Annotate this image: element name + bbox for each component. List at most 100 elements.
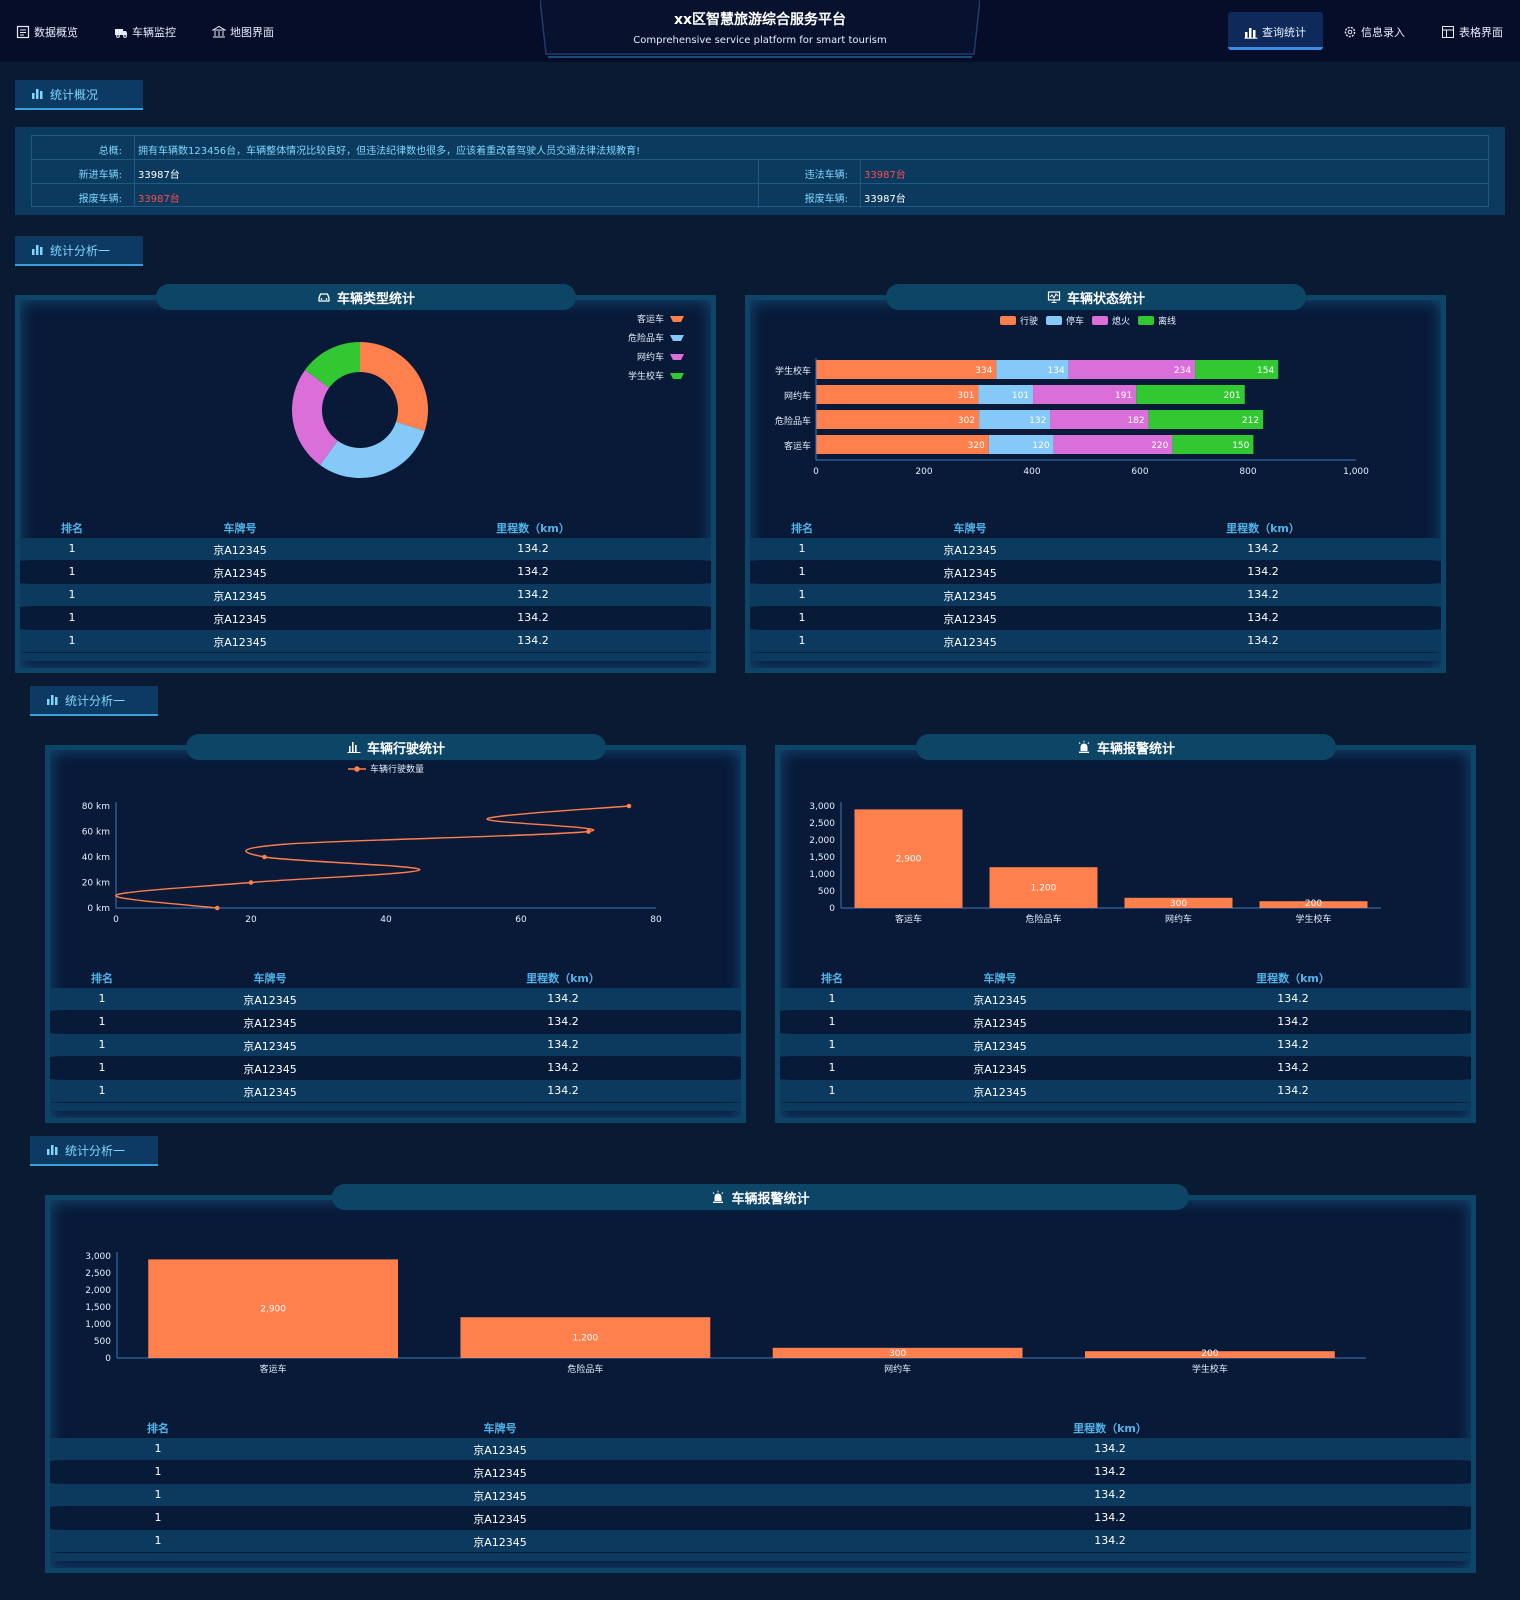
- line-point: [262, 854, 267, 860]
- monitor-icon: [1047, 291, 1061, 303]
- section-label: 统计分析一: [65, 1143, 126, 1158]
- table-cell: 1: [828, 992, 836, 1005]
- table-row[interactable]: 1 京A12345 134.2: [20, 607, 711, 629]
- table-row[interactable]: 1 京A12345 134.2: [750, 538, 1441, 560]
- bar-chart-icon: [32, 89, 43, 99]
- legend-label: 危险品车: [628, 332, 664, 344]
- column-header: 里程数（km）: [1256, 972, 1330, 985]
- table-cell: 1: [798, 588, 806, 601]
- table-row[interactable]: 1 京A12345 134.2: [780, 1011, 1471, 1033]
- legend-label: 网约车: [637, 351, 664, 363]
- y-tick-label: 20 km: [82, 879, 110, 889]
- table-cell: 134.2: [1277, 1084, 1309, 1097]
- y-tick-label: 1,000: [809, 870, 835, 880]
- table-row[interactable]: 1 京A12345 134.2: [780, 1034, 1471, 1056]
- table-cell: 1: [798, 542, 806, 555]
- table-footer-strip: [50, 1103, 741, 1111]
- legend-swatch: [670, 354, 684, 360]
- table-row[interactable]: 1 京A12345 134.2: [50, 1484, 1471, 1506]
- column-header: 里程数（km）: [496, 522, 570, 535]
- table-row[interactable]: 1 京A12345 134.2: [50, 1507, 1471, 1529]
- data-label: 101: [1012, 391, 1029, 401]
- x-tick-label: 危险品车: [567, 1363, 603, 1375]
- table-row[interactable]: 1 京A12345 134.2: [750, 561, 1441, 583]
- bar: [460, 1317, 711, 1358]
- bar: [1124, 897, 1233, 908]
- x-tick-label: 学生校车: [1295, 913, 1331, 925]
- nav-query-stats[interactable]: 查询统计: [1244, 24, 1306, 40]
- table-cell: 1: [828, 1084, 836, 1097]
- section-label: 统计分析一: [50, 243, 111, 258]
- table-row[interactable]: 1 京A12345 134.2: [20, 584, 711, 606]
- table-row[interactable]: 1 京A12345 134.2: [50, 1034, 741, 1056]
- table-row[interactable]: 1 京A12345 134.2: [50, 1461, 1471, 1483]
- overview-panel: 总概: 拥有车辆数123456台，车辆整体情况比较良好，但违法纪律数也很多，应该…: [15, 127, 1505, 215]
- car-icon: [318, 293, 330, 302]
- section-analysis2-tab[interactable]: 统计分析一: [30, 686, 158, 716]
- table-row[interactable]: 1 京A12345 134.2: [20, 538, 711, 560]
- table-cell: 134.2: [1247, 588, 1279, 601]
- y-tick-label: 2,500: [85, 1269, 111, 1279]
- y-tick-label: 2,000: [85, 1286, 111, 1296]
- table-row[interactable]: 1 京A12345 134.2: [780, 988, 1471, 1010]
- table-cell: 134.2: [1247, 634, 1279, 647]
- section-analysis3-tab[interactable]: 统计分析一: [30, 1136, 158, 1166]
- table-row[interactable]: 1 京A12345 134.2: [50, 1011, 741, 1033]
- bar-chart-icon: [32, 245, 43, 255]
- donut-slice: [320, 421, 425, 478]
- table-row[interactable]: 1 京A12345 134.2: [50, 988, 741, 1010]
- panel-title-label: 车辆行驶统计: [366, 741, 445, 757]
- nav-label: 查询统计: [1262, 26, 1306, 39]
- nav-table[interactable]: 表格界面: [1441, 24, 1503, 40]
- line-point: [248, 880, 254, 885]
- table-cell: 京A12345: [213, 544, 267, 557]
- x-tick-label: 40: [380, 915, 392, 925]
- table-cell: 134.2: [1277, 992, 1309, 1005]
- x-tick-label: 客运车: [260, 1363, 287, 1375]
- data-label: 150: [1232, 441, 1249, 451]
- table-row[interactable]: 1 京A12345 134.2: [750, 630, 1441, 652]
- x-tick-label: 20: [245, 915, 257, 925]
- table-header: 排名 车牌号 里程数（km）: [780, 966, 1471, 988]
- table-cell: 京A12345: [973, 1017, 1027, 1030]
- x-tick-label: 0: [813, 467, 819, 477]
- table-cell: 1: [68, 565, 76, 578]
- section-analysis1-tab[interactable]: 统计分析一: [15, 236, 143, 266]
- nav-vehicle-monitor[interactable]: 车辆监控: [114, 24, 176, 40]
- bar: [148, 1259, 399, 1358]
- table-row[interactable]: 1 京A12345 134.2: [50, 1057, 741, 1079]
- table-row[interactable]: 1 京A12345 134.2: [50, 1438, 1471, 1460]
- table-row[interactable]: 1 京A12345 134.2: [50, 1080, 741, 1102]
- table-cell: 京A12345: [243, 1040, 297, 1053]
- stacked-bar-segment: [1033, 385, 1137, 404]
- nav-map[interactable]: 地图界面: [212, 24, 274, 40]
- new-vehicles-label: 新进车辆:: [78, 170, 122, 181]
- table-row[interactable]: 1 京A12345 134.2: [780, 1057, 1471, 1079]
- overview-grid: 总概: 拥有车辆数123456台，车辆整体情况比较良好，但违法纪律数也很多，应该…: [31, 135, 1489, 208]
- table-row[interactable]: 1 京A12345 134.2: [780, 1080, 1471, 1102]
- data-label: 120: [1032, 441, 1049, 451]
- table-row[interactable]: 1 京A12345 134.2: [20, 630, 711, 652]
- x-tick-label: 800: [1239, 467, 1256, 477]
- x-tick-label: 危险品车: [1025, 913, 1061, 925]
- table-row[interactable]: 1 京A12345 134.2: [50, 1530, 1471, 1552]
- donut-slice: [360, 342, 428, 432]
- line-point: [214, 905, 220, 911]
- table-row[interactable]: 1 京A12345 134.2: [750, 584, 1441, 606]
- table-footer-strip: [50, 1553, 1471, 1561]
- nav-label: 车辆监控: [132, 26, 176, 39]
- nav-info-entry[interactable]: 信息录入: [1343, 24, 1405, 40]
- data-label: 1,200: [1031, 884, 1057, 894]
- table-cell: 京A12345: [973, 994, 1027, 1007]
- bar-chart-icon: [47, 1145, 58, 1155]
- table-row[interactable]: 1 京A12345 134.2: [750, 607, 1441, 629]
- legend-label: 客运车: [637, 313, 664, 325]
- table-cell: 1: [828, 1015, 836, 1028]
- table-row[interactable]: 1 京A12345 134.2: [20, 561, 711, 583]
- category-label: 危险品车: [775, 415, 811, 427]
- nav-data-overview[interactable]: 数据概览: [16, 24, 78, 40]
- section-overview-tab[interactable]: 统计概况: [15, 80, 143, 110]
- y-tick-label: 0: [105, 1354, 111, 1364]
- title-frame: [540, 0, 980, 58]
